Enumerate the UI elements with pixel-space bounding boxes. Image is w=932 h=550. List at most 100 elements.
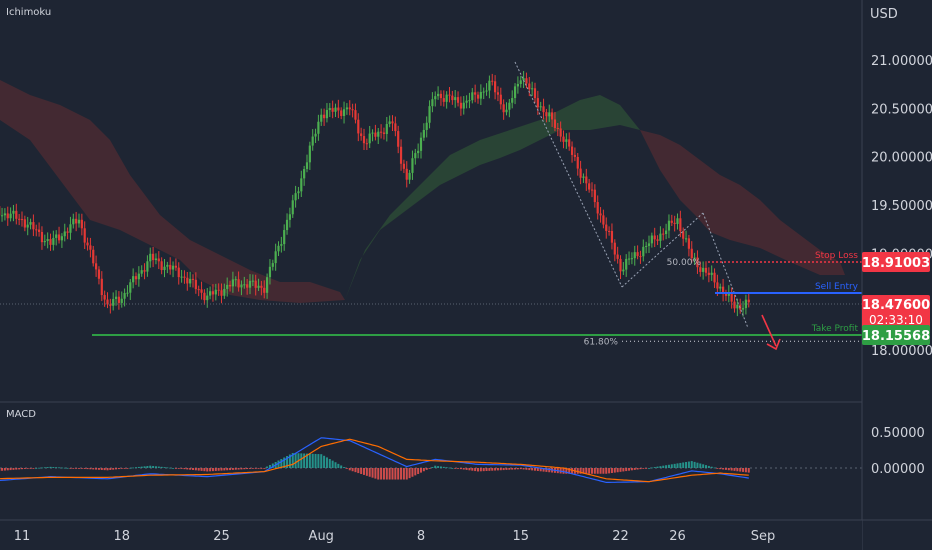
macd-hist-bar [180, 468, 183, 469]
macd-hist-bar [209, 468, 212, 472]
candle-body [741, 308, 745, 310]
macd-hist-bar [542, 468, 545, 472]
macd-hist-bar [702, 464, 705, 468]
macd-hist-bar [38, 467, 41, 469]
candle-body [55, 234, 58, 238]
macd-hist-bar [254, 468, 257, 469]
macd-hist-bar [43, 467, 46, 469]
candle-body [502, 104, 505, 113]
macd-hist-bar [160, 466, 163, 468]
candle-body [622, 269, 625, 272]
candle-body [414, 153, 417, 159]
macd-hist-bar [548, 468, 551, 473]
macd-hist-bar [562, 468, 565, 474]
macd-hist-bar [442, 466, 445, 468]
macd-hist-bar [739, 468, 742, 472]
macd-hist-bar [86, 468, 89, 470]
macd-hist-bar [744, 468, 747, 473]
candle-body [211, 291, 215, 295]
candle-body [300, 178, 303, 192]
macd-hist-bar [146, 466, 149, 468]
macd-hist-bar [135, 467, 137, 469]
candle-body [399, 146, 403, 164]
candle-body [143, 270, 146, 272]
indicator-label-macd[interactable]: MACD [6, 409, 36, 420]
take-profit-annotation: Take Profit [811, 324, 859, 334]
candle-body [562, 136, 565, 142]
candle-body [573, 154, 576, 157]
down-arrow-icon [766, 338, 781, 351]
macd-hist-bar [630, 468, 633, 471]
chart-drawings: Stop Loss Sell Entry Take Profit 50.00% … [0, 61, 862, 351]
macd-hist-bar [391, 468, 394, 480]
macd-hist-bar [214, 468, 217, 471]
candle-body [246, 284, 249, 288]
macd-hist-bar [120, 468, 123, 469]
candle-body [114, 296, 118, 299]
macd-hist-bar [257, 468, 260, 469]
candle-body [682, 231, 685, 239]
macd-hist-bar [15, 468, 18, 470]
macd-hist-bar [454, 468, 457, 469]
candle-body [508, 102, 511, 110]
candle-body [328, 108, 331, 110]
indicator-label-ichimoku[interactable]: Ichimoku [6, 7, 51, 18]
candle-body [9, 213, 12, 219]
macd-hist-bar [365, 468, 368, 476]
candle-body [551, 112, 554, 120]
candle-body [548, 112, 551, 117]
macd-hist-bar [340, 465, 343, 468]
candle-body [707, 272, 710, 275]
macd-hist-bar [357, 468, 360, 474]
macd-hist-bar [234, 468, 237, 470]
macd-hist-bar [665, 465, 668, 468]
candle-body [126, 292, 129, 294]
candle-body [630, 258, 633, 260]
macd-hist-bar [283, 457, 286, 468]
candle-body [194, 279, 197, 290]
macd-tick-label: 0.50000 [871, 426, 925, 441]
macd-hist-bar [63, 467, 66, 469]
macd-line [0, 437, 749, 483]
macd-hist-bar [639, 468, 642, 470]
macd-hist-bar [610, 468, 613, 473]
candle-body [317, 121, 320, 134]
price-axis-panel[interactable] [862, 0, 932, 550]
candle-body [602, 215, 605, 225]
candle-body [474, 92, 477, 95]
macd-hist-bar [511, 468, 514, 470]
macd-hist-bar [95, 468, 98, 470]
candle-body [645, 245, 648, 247]
macd-hist-bar [690, 461, 693, 468]
candle-body [100, 278, 103, 296]
candle-body [434, 96, 437, 100]
candle-body [582, 176, 585, 178]
candle-body [485, 90, 488, 92]
macd-hist-bar [183, 468, 186, 470]
macd-hist-bar [157, 466, 160, 468]
candle-body [650, 235, 653, 244]
macd-hist-bar [465, 468, 468, 470]
macd-hist-bar [52, 467, 55, 468]
macd-hist-bar [6, 468, 9, 471]
candle-body [599, 213, 602, 216]
macd-hist-bar [397, 468, 400, 480]
macd-hist-bar [197, 468, 200, 471]
candle-body [46, 239, 49, 242]
macd-hist-bar [152, 465, 155, 468]
candle-body [331, 108, 334, 112]
macd-hist-bar [377, 468, 380, 480]
macd-hist-bar [400, 468, 403, 480]
macd-hist-bar [722, 468, 725, 470]
macd-hist-bar [325, 457, 328, 468]
time-axis-panel[interactable] [0, 520, 862, 550]
candle-body [240, 284, 243, 288]
macd-hist-bar [707, 465, 710, 468]
fib-swing-line-1 [514, 61, 623, 288]
macd-hist-bar [602, 468, 605, 474]
candle-body [342, 109, 346, 116]
candle-body [702, 267, 705, 272]
candle-body [391, 121, 394, 124]
macd-hist-bar [174, 468, 177, 469]
